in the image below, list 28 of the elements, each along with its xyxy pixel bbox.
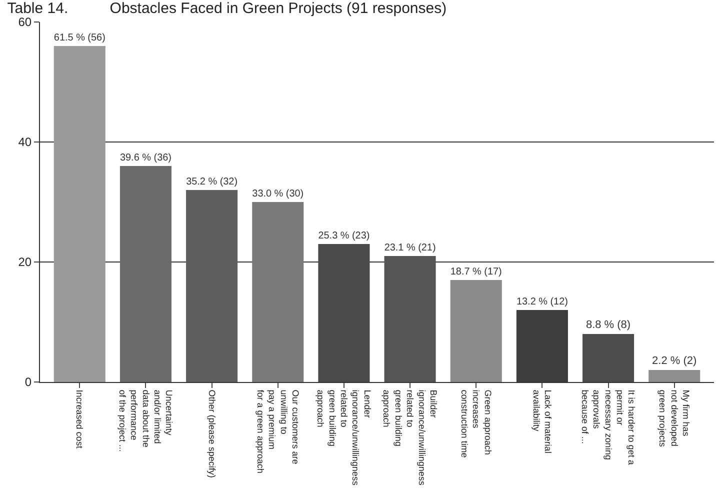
y-tick-label: 20: [18, 255, 32, 270]
x-tick-label: It is harder to get a permit or necessary zoning approvals because of ...: [580, 390, 637, 465]
data-label: 18.7 % (17): [450, 266, 502, 278]
y-tick-label: 0: [24, 375, 32, 390]
data-label: 61.5 % (56): [54, 32, 106, 44]
bar: [384, 256, 436, 382]
y-tick-label: 60: [18, 15, 32, 30]
bar: [186, 190, 238, 382]
x-tick-label: Increased cost: [74, 390, 85, 449]
bar: [648, 370, 700, 382]
data-label: 8.8 % (8): [586, 319, 631, 331]
y-tick-label: 40: [18, 135, 32, 150]
x-tick-label: Lack of material availability: [531, 390, 554, 454]
x-tick-label: Uncertainty and/or limited data about the performance of the project ...: [117, 390, 174, 452]
data-label: 33.0 % (30): [252, 188, 304, 200]
data-label: 23.1 % (21): [384, 242, 436, 254]
data-label: 39.6 % (36): [120, 152, 172, 164]
bar: [252, 202, 304, 382]
x-tick-label: Other (please specify): [206, 390, 217, 478]
data-label: 25.3 % (23): [318, 230, 370, 242]
chart-title: Table 14. Obstacles Faced in Green Projects (91 responses): [7, 0, 447, 18]
bar: [54, 46, 106, 382]
bar: [450, 280, 502, 382]
x-tick-label: Our customers are unwilling to pay a premium for a green approach: [255, 390, 301, 474]
data-label: 35.2 % (32): [186, 176, 238, 188]
bar: [120, 166, 172, 382]
data-label: 2.2 % (2): [652, 355, 697, 367]
data-label: 13.2 % (12): [516, 296, 568, 308]
